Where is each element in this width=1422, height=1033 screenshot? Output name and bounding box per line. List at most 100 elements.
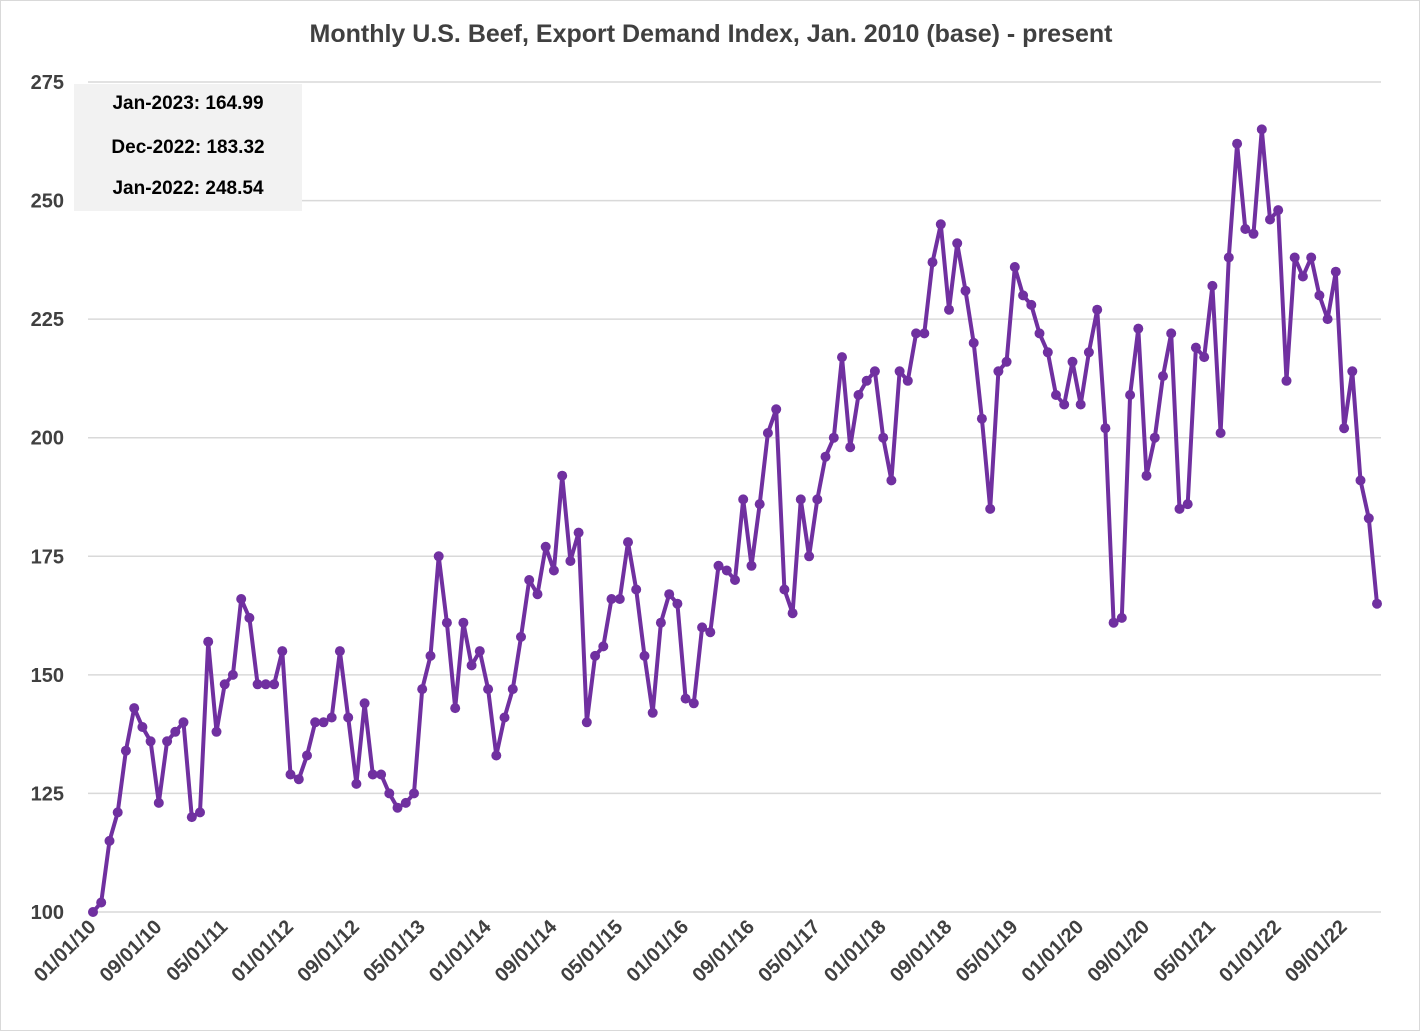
data-point — [1273, 205, 1284, 216]
data-point — [441, 617, 452, 628]
data-point — [1355, 475, 1366, 486]
data-point — [1149, 432, 1160, 443]
data-point — [1125, 390, 1136, 400]
data-point — [655, 617, 666, 628]
data-point — [334, 646, 345, 657]
data-point — [1265, 214, 1275, 225]
data-point — [1018, 290, 1029, 301]
data-point — [392, 802, 403, 813]
x-tick-label-09-01-10: 09/01/10 — [96, 916, 167, 987]
x-tick-label-09-01-14: 09/01/14 — [491, 915, 562, 986]
data-point — [318, 717, 329, 728]
data-point — [120, 745, 131, 756]
data-point — [623, 537, 633, 548]
data-point — [277, 646, 288, 657]
data-point — [104, 835, 115, 846]
data-point — [1248, 228, 1259, 239]
data-point — [1174, 503, 1185, 514]
data-point — [672, 598, 683, 609]
data-point — [1034, 328, 1045, 339]
data-point — [664, 589, 675, 600]
data-point — [351, 778, 362, 789]
data-point — [367, 769, 378, 780]
x-tick-label-09-01-18: 09/01/18 — [886, 916, 957, 987]
data-point — [1133, 323, 1144, 334]
data-point — [631, 584, 642, 595]
annotation-box: Jan-2023: 164.99 Dec-2022: 183.32 Jan-20… — [74, 84, 302, 211]
data-point — [993, 366, 1004, 377]
data-point — [178, 717, 189, 728]
data-point — [96, 897, 107, 908]
data-point — [162, 736, 173, 747]
data-point — [499, 712, 510, 723]
data-point — [343, 712, 354, 723]
y-tick-label-225: 225 — [31, 309, 64, 331]
data-point — [787, 608, 798, 619]
annotation-jan-2023: Jan-2023: 164.99 — [112, 93, 264, 114]
data-point — [359, 698, 370, 709]
x-tick-label-05-01-11: 05/01/11 — [162, 916, 232, 986]
y-tick-label-250: 250 — [31, 191, 64, 213]
data-point — [573, 527, 584, 538]
x-tick-label-01-01-22: 01/01/22 — [1215, 916, 1286, 987]
data-point — [804, 551, 815, 562]
data-point — [639, 650, 650, 661]
data-point — [1158, 371, 1168, 382]
data-point — [285, 769, 296, 780]
data-point — [911, 328, 922, 339]
data-point — [1092, 304, 1103, 315]
data-point — [1281, 375, 1292, 386]
data-point — [861, 375, 872, 386]
data-point — [129, 703, 140, 714]
y-tick-label-200: 200 — [31, 428, 64, 450]
data-point — [960, 285, 971, 296]
data-point — [713, 560, 724, 571]
chart-title: Monthly U.S. Beef, Export Demand Index, … — [309, 20, 1113, 48]
data-point — [1232, 138, 1243, 149]
data-point — [1108, 617, 1119, 628]
data-point — [1199, 352, 1210, 363]
data-point — [1026, 299, 1037, 310]
data-point — [88, 907, 98, 917]
data-point — [968, 337, 979, 348]
data-point — [450, 703, 461, 714]
data-point — [878, 432, 889, 443]
data-point — [409, 788, 419, 799]
data-point — [1256, 124, 1267, 135]
data-point — [1059, 399, 1070, 410]
x-tick-label-05-01-15: 05/01/15 — [557, 916, 628, 987]
data-point — [985, 503, 996, 514]
data-point — [812, 494, 823, 505]
data-point — [976, 413, 987, 424]
data-point — [902, 375, 913, 386]
data-point — [483, 684, 494, 695]
data-point — [211, 726, 222, 737]
x-tick-label-09-01-20: 09/01/20 — [1083, 916, 1154, 987]
data-point — [771, 404, 782, 415]
data-point — [688, 698, 699, 709]
data-point — [376, 769, 387, 780]
data-point — [919, 328, 930, 339]
data-point — [828, 432, 839, 443]
data-point — [837, 352, 847, 363]
data-point — [1067, 356, 1078, 367]
data-point — [820, 451, 831, 462]
data-point — [927, 257, 938, 268]
data-point — [145, 736, 156, 747]
data-point — [647, 707, 658, 718]
data-point — [1339, 423, 1350, 434]
data-point — [746, 560, 757, 571]
data-point — [186, 812, 197, 823]
x-tick-label-01-01-14: 01/01/14 — [425, 915, 496, 986]
x-tick-label-09-01-16: 09/01/16 — [688, 916, 759, 987]
data-point — [894, 366, 905, 377]
data-point — [153, 797, 164, 808]
data-point — [203, 636, 214, 647]
data-point — [738, 494, 749, 505]
data-point — [507, 684, 518, 695]
x-tick-label-01-01-12: 01/01/12 — [227, 916, 298, 987]
data-point — [1042, 347, 1053, 358]
data-point — [1083, 347, 1094, 358]
